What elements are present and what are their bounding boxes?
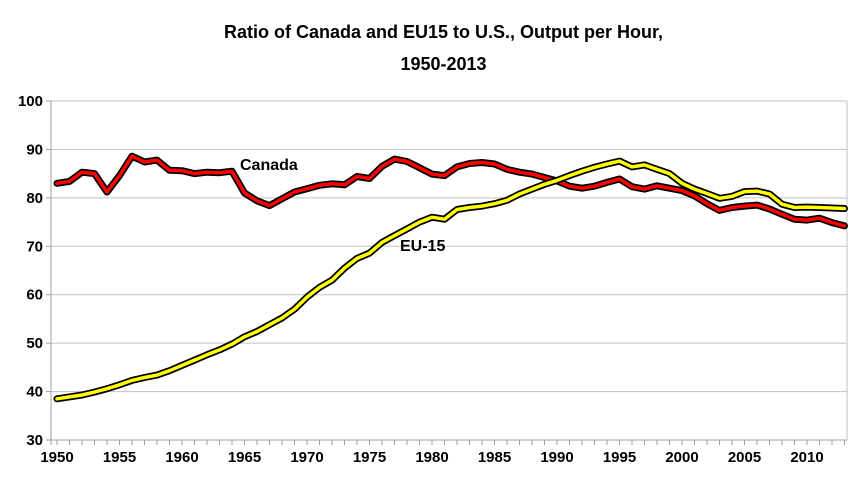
x-tick-label-1980: 1980 [415,449,448,466]
y-tick-label-80: 80 [26,190,43,207]
x-tick-label-1960: 1960 [165,449,198,466]
x-tick-label-2000: 2000 [665,449,698,466]
x-tick-label-1975: 1975 [353,449,386,466]
x-tick-label-1990: 1990 [540,449,573,466]
x-tick-label-2010: 2010 [790,449,823,466]
x-tick-label-1955: 1955 [103,449,136,466]
x-tick-label-2005: 2005 [728,449,761,466]
series-line-eu-15 [55,159,847,401]
x-tick-label-1950: 1950 [40,449,73,466]
y-tick-label-30: 30 [26,432,43,449]
chart-title-line-1: Ratio of Canada and EU15 to U.S., Output… [223,22,664,42]
y-tick-label-100: 100 [18,93,43,110]
chart-title: Ratio of Canada and EU15 to U.S., Output… [40,16,847,80]
x-tick-label-1965: 1965 [228,449,261,466]
y-tick-label-40: 40 [26,384,43,401]
y-tick-label-60: 60 [26,287,43,304]
chart-title-line-2: 1950-2013 [400,54,487,74]
x-tick-label-1985: 1985 [478,449,511,466]
y-tick-label-90: 90 [26,141,43,158]
x-tick-label-1970: 1970 [290,449,323,466]
series-label-eu-15: EU-15 [400,238,445,255]
y-tick-label-70: 70 [26,238,43,255]
x-tick-label-1995: 1995 [603,449,636,466]
y-tick-label-50: 50 [26,335,43,352]
series-line-canada [55,154,847,228]
series-label-canada: Canada [240,157,298,174]
